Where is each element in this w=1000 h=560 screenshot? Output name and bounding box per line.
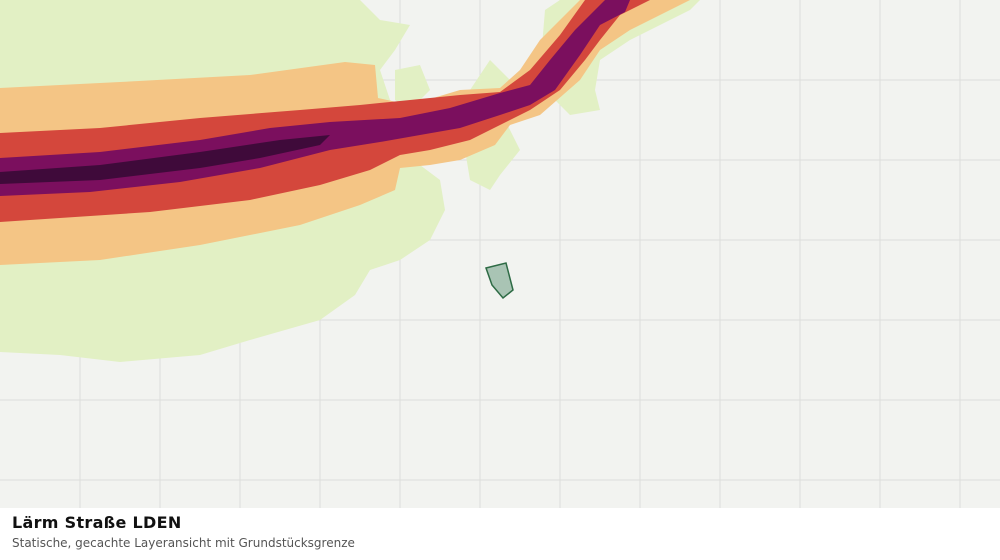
- noise-zone-very-high: [0, 0, 630, 196]
- map: [0, 0, 1000, 508]
- map-title: Lärm Straße LDEN: [12, 513, 182, 532]
- caption: Lärm Straße LDEN Statische, gecachte Lay…: [12, 512, 355, 552]
- parcel-boundary: [485, 262, 514, 300]
- noise-zone-extreme: [0, 135, 330, 184]
- map-subtitle: Statische, gecachte Layeransicht mit Gru…: [12, 536, 355, 550]
